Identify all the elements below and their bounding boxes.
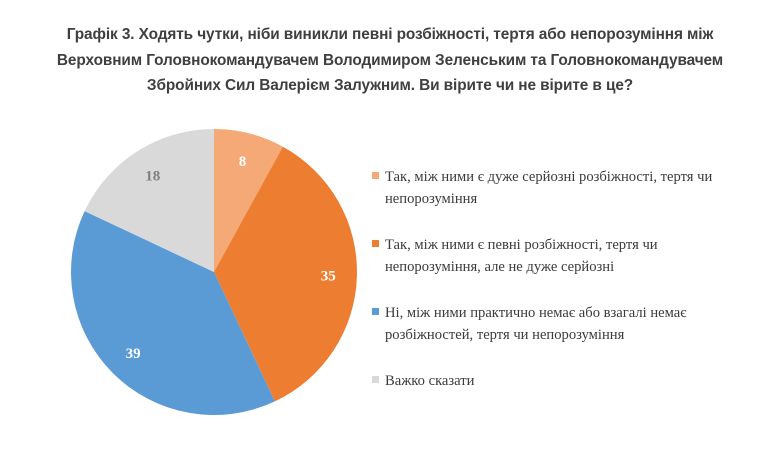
- legend-item-2[interactable]: Ні, між ними практично немає або взагалі…: [368, 302, 768, 346]
- legend-label-3: Важко сказати: [385, 373, 475, 389]
- pie-slice-3[interactable]: [84, 129, 214, 272]
- legend-label-0: Так, між ними є дуже серйозні розбіжност…: [385, 169, 713, 207]
- legend-item-1[interactable]: Так, між ними є певні розбіжності, тертя…: [368, 234, 768, 278]
- legend-item-3[interactable]: Важко сказати: [368, 370, 768, 392]
- legend-item-0[interactable]: Так, між ними є дуже серйозні розбіжност…: [368, 166, 768, 210]
- pie-chart: 8 35 39 18: [70, 128, 358, 416]
- legend-swatch-icon-0: [372, 172, 379, 179]
- pie-chart-svg: 8 35 39 18: [70, 129, 357, 416]
- pie-slice-label-2: 39: [126, 346, 141, 362]
- pie-slice-1[interactable]: [214, 146, 357, 402]
- legend-swatch-icon-2: [372, 308, 379, 315]
- chart-legend: Так, між ними є дуже серйозні розбіжност…: [368, 166, 768, 392]
- legend-swatch-icon-3: [372, 376, 379, 383]
- pie-slice-0[interactable]: [214, 129, 283, 272]
- pie-slice-label-0: 8: [239, 154, 247, 170]
- pie-slice-label-1: 35: [321, 269, 336, 285]
- legend-label-2: Ні, між ними практично немає або взагалі…: [385, 305, 687, 343]
- chart-title: Графік 3. Ходять чутки, ніби виникли пев…: [56, 26, 724, 94]
- pie-slice-label-3: 18: [145, 168, 160, 184]
- pie-slice-2[interactable]: [70, 211, 275, 416]
- pie-slice-group: [70, 129, 357, 416]
- pie-label-group: 8 35 39 18: [126, 154, 336, 362]
- legend-swatch-icon-1: [372, 240, 379, 247]
- legend-label-1: Так, між ними є певні розбіжності, тертя…: [385, 237, 658, 275]
